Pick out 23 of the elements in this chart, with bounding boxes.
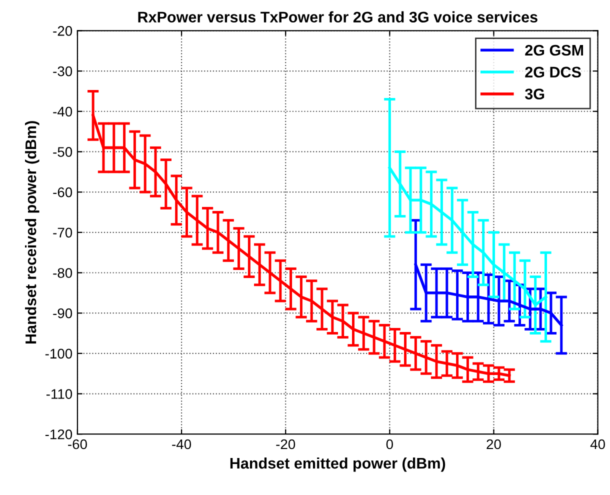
y-tick-label: -40 [53, 106, 72, 117]
x-tick-label: 40 [590, 439, 605, 450]
y-tick-label: -80 [53, 268, 72, 278]
x-tick-label: 0 [386, 439, 393, 450]
legend-label: 3G [524, 88, 544, 100]
y-tick-label: -70 [53, 228, 72, 238]
y-tick-label: -60 [53, 187, 72, 198]
x-tick-label: -20 [276, 439, 296, 450]
legend-label: 2G DCS [525, 66, 581, 78]
y-tick-label: -20 [53, 26, 72, 36]
x-tick-label: 20 [486, 439, 501, 450]
x-tick-label: -40 [172, 439, 192, 450]
x-tick-label: -60 [68, 439, 87, 450]
y-axis-title: Handset received power (dBm) [25, 121, 40, 344]
chart-title: RxPower versus TxPower for 2G and 3G voice services [138, 11, 538, 23]
y-tick-label: -120 [45, 429, 72, 440]
legend-label: 2G GSM [525, 44, 584, 56]
y-tick-label: -90 [53, 308, 72, 318]
y-tick-label: -110 [46, 389, 72, 399]
y-tick-label: -100 [45, 348, 72, 359]
y-tick-label: -30 [53, 66, 72, 76]
x-axis-title: Handset emitted power (dBm) [230, 457, 446, 472]
y-tick-label: -50 [53, 147, 72, 157]
